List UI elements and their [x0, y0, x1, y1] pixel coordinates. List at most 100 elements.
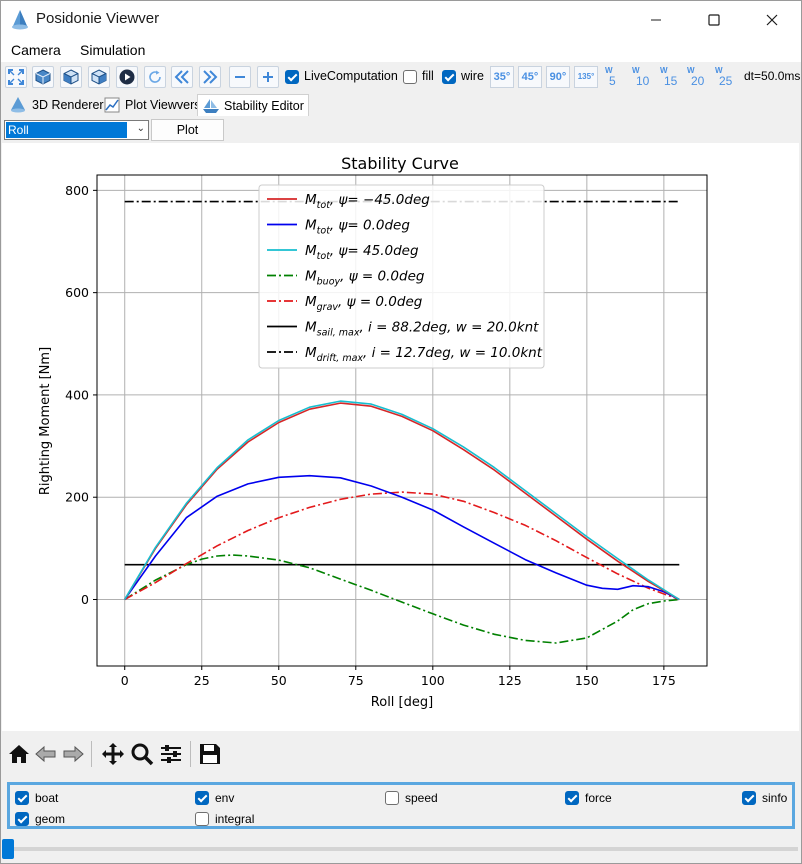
wind-25-button[interactable]: W 25: [712, 66, 736, 90]
wind-15-button[interactable]: W 15: [657, 66, 681, 90]
legend-text: , ψ= 0.0deg: [330, 218, 410, 234]
wind-20-button[interactable]: W 20: [684, 66, 708, 90]
legend-subscript: sail, max: [317, 328, 360, 339]
angle-90-button[interactable]: 90°: [546, 66, 570, 88]
back-arrow-icon[interactable]: [33, 741, 59, 767]
app-logo-icon: [12, 10, 28, 30]
x-axis-label: Roll [deg]: [371, 695, 433, 710]
cube-side-icon: [91, 69, 107, 85]
slider-track: [4, 847, 798, 851]
cone-icon: [11, 97, 25, 113]
plot-nav-toolbar: [1, 731, 801, 779]
chart-title: Stability Curve: [341, 154, 459, 173]
legend-entry-drift: Mdrift, max, i = 12.7deg, w = 10.0knt: [305, 345, 543, 364]
flag-checkbox[interactable]: [385, 791, 399, 805]
angle-35-button[interactable]: 35°: [490, 66, 514, 88]
view-side-button[interactable]: [88, 66, 110, 88]
close-button[interactable]: [743, 1, 801, 38]
chevron-down-icon: ⌄: [136, 123, 145, 134]
legend-text: , ψ= 45.0deg: [330, 243, 419, 259]
flag-label: geom: [35, 812, 66, 826]
tab-3d-renderer[interactable]: 3D Renderer: [5, 94, 108, 116]
wind-prefix: W: [715, 66, 723, 75]
decrease-button[interactable]: [229, 66, 251, 88]
legend-symbol: M: [305, 218, 317, 234]
maximize-button[interactable]: [685, 1, 743, 38]
axis-select[interactable]: Roll ⌄: [4, 120, 149, 140]
pan-icon[interactable]: [100, 741, 126, 767]
save-icon[interactable]: [197, 741, 223, 767]
x-tick-label: 100: [421, 673, 445, 688]
wire-checkbox[interactable]: [442, 70, 456, 84]
timeline-slider[interactable]: [1, 837, 801, 861]
flag-checkbox[interactable]: [565, 791, 579, 805]
axis-ticks: 0 25 50 75 100 125 150 175 0 200 400 600 800: [65, 183, 676, 688]
double-chevron-left-icon: [174, 70, 189, 84]
menu-camera[interactable]: Camera: [11, 42, 61, 58]
legend-symbol: M: [305, 192, 317, 208]
dt-label: dt=50.0ms: [744, 69, 801, 83]
flag-checkbox[interactable]: [195, 812, 209, 826]
nav-separator: [91, 741, 92, 767]
legend-entry-tot_neg45: Mtot, ψ= −45.0deg: [305, 192, 430, 211]
legend-entry-tot_45: Mtot, ψ= 45.0deg: [305, 243, 419, 262]
double-chevron-right-icon: [203, 70, 218, 84]
wind-value: 15: [664, 74, 678, 88]
legend-subscript: tot: [317, 200, 332, 211]
title-bar[interactable]: Posidonie Viewver: [1, 1, 801, 38]
play-icon: [119, 69, 135, 85]
view-iso-button[interactable]: [32, 66, 54, 88]
angle-45-button[interactable]: 45°: [518, 66, 542, 88]
tab-stability-editor[interactable]: Stability Editor: [197, 94, 309, 116]
tab-label: 3D Renderer: [32, 98, 104, 112]
legend-symbol: M: [305, 269, 317, 285]
plot-canvas: Stability Curve 0 25 50 75 100 125 150 175 0 200 4…: [2, 143, 799, 731]
legend-symbol: M: [305, 243, 317, 259]
close-icon: [766, 14, 778, 25]
x-tick-label: 0: [121, 673, 129, 688]
step-back-button[interactable]: [171, 66, 193, 88]
x-tick-label: 50: [271, 673, 287, 688]
fit-view-button[interactable]: [5, 66, 27, 88]
legend-entry-tot_0: Mtot, ψ= 0.0deg: [305, 218, 410, 237]
flag-checkbox[interactable]: [742, 791, 756, 805]
minimize-button[interactable]: [627, 1, 685, 38]
y-tick-label: 200: [65, 490, 89, 505]
home-icon[interactable]: [6, 741, 32, 767]
slider-handle[interactable]: [2, 839, 14, 859]
legend-subscript: tot: [317, 226, 332, 237]
menu-simulation[interactable]: Simulation: [80, 42, 146, 58]
play-button[interactable]: [116, 66, 138, 88]
increase-button[interactable]: [257, 66, 279, 88]
live-computation-checkbox[interactable]: [285, 70, 299, 84]
tab-plot-viewers[interactable]: Plot Viewvers: [100, 94, 205, 116]
wind-5-button[interactable]: W 5: [602, 66, 626, 90]
flag-checkbox[interactable]: [15, 812, 29, 826]
view-front-button[interactable]: [60, 66, 82, 88]
legend-subscript: buoy: [317, 277, 341, 288]
angle-135-button[interactable]: 135°: [574, 66, 598, 88]
wind-10-button[interactable]: W 10: [629, 66, 653, 90]
legend-entry-sail: Msail, max, i = 88.2deg, w = 20.0knt: [305, 320, 539, 339]
maximize-icon: [708, 13, 720, 26]
flag-checkbox[interactable]: [195, 791, 209, 805]
x-tick-label: 25: [194, 673, 210, 688]
y-axis-label: Righting Moment [Nm]: [38, 347, 53, 495]
legend-box: [258, 184, 545, 369]
minus-icon: [235, 76, 245, 78]
series-line-tot_0: [124, 474, 680, 601]
reset-button[interactable]: [144, 66, 166, 88]
display-flags-panel: boat env speed force sinfo geom integral: [7, 782, 795, 829]
step-forward-button[interactable]: [199, 66, 221, 88]
menu-bar: Camera Simulation: [1, 38, 801, 62]
fill-checkbox[interactable]: [403, 70, 417, 84]
forward-arrow-icon[interactable]: [60, 741, 86, 767]
x-tick-label: 175: [652, 673, 676, 688]
plot-button[interactable]: Plot: [151, 119, 224, 141]
configure-subplots-icon[interactable]: [158, 741, 184, 767]
legend-symbol: M: [305, 345, 317, 361]
flag-checkbox[interactable]: [15, 791, 29, 805]
zoom-icon[interactable]: [129, 741, 155, 767]
minimize-icon: [651, 19, 661, 20]
flag-label: sinfo: [762, 791, 788, 805]
